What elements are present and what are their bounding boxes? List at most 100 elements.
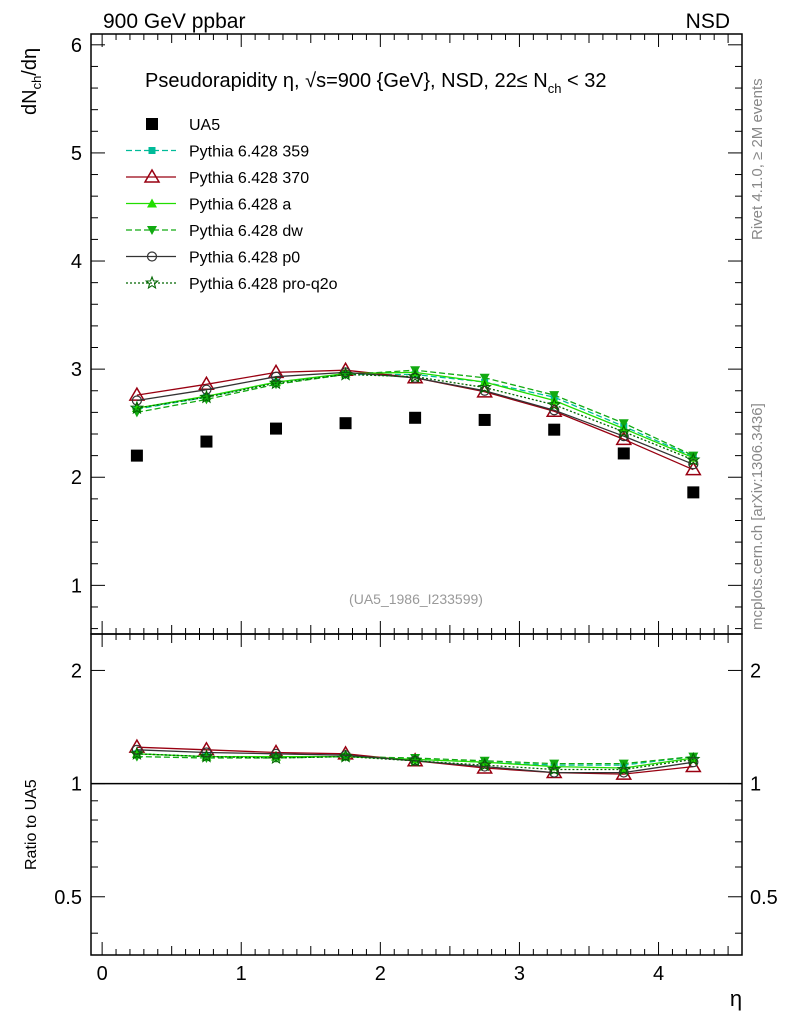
legend-entry-p359: Pythia 6.428 359	[126, 144, 309, 161]
header-left: 900 GeV ppbar	[103, 10, 245, 33]
legend-entry-pq2o: Pythia 6.428 pro-q2o	[126, 275, 338, 293]
legend-marker-ua5	[146, 118, 158, 130]
legend: UA5 Pythia 6.428 359 Pythia 6.428 370 Pythi…	[126, 117, 338, 293]
mcplots-credit-label: mcplots.cern.ch [arXiv:1306.3436]	[749, 403, 766, 630]
main-tick-labels: 1 2 3 4 5 6	[71, 35, 82, 598]
data-point-pq2o	[616, 762, 631, 776]
legend-marker-p370	[143, 168, 161, 183]
analysis-watermark: (UA5_1986_I233599)	[349, 591, 483, 607]
data-point-pq2o	[477, 757, 492, 772]
main-panel: 1 2 3 4 5 6 Pseudorapidity η, √s=900 {GeV}, N…	[19, 33, 743, 635]
data-point-pq2o	[547, 761, 562, 776]
rivet-version-label: Rivet 4.1.0, ≥ 2M events	[749, 78, 766, 240]
legend-marker-pa	[147, 198, 157, 208]
x-tick-label: 2	[375, 963, 386, 985]
data-point-pdw	[410, 753, 421, 763]
legend-marker-pp0	[146, 251, 158, 262]
ratio-y-tick-label: 1	[71, 774, 82, 796]
y-tick-label: 2	[71, 467, 82, 489]
legend-entry-pp0: Pythia 6.428 p0	[126, 250, 300, 267]
ratio-panel: 0.5 0.5 1 1 2 2 0 1 2 3 4 Ratio to UA5	[23, 633, 778, 985]
data-point-pq2o	[616, 424, 631, 438]
ratio-y-tick-label-right: 2	[750, 660, 761, 682]
legend-entry-ua5: UA5	[146, 117, 220, 134]
data-point-pq2o	[338, 749, 353, 763]
data-point-pp0	[479, 385, 490, 396]
data-point-ua5	[548, 423, 561, 436]
x-axis-label: η	[730, 986, 742, 1011]
x-tick-label: 4	[653, 963, 664, 985]
data-point-pq2o	[129, 400, 145, 415]
legend-entry-pdw: Pythia 6.428 dw	[126, 223, 303, 240]
legend-label: Pythia 6.428 359	[189, 144, 309, 161]
data-point-pq2o	[407, 753, 423, 767]
series-line-pq2o	[136, 753, 694, 771]
ratio-ticks	[91, 634, 743, 955]
data-point-pq2o	[268, 750, 284, 764]
legend-marker-p359	[148, 147, 156, 154]
data-point-pp0	[479, 761, 490, 772]
data-point-pp0	[131, 395, 143, 406]
data-point-pdw	[618, 419, 629, 429]
series-line-pdw	[136, 755, 694, 765]
data-point-pdw	[271, 380, 282, 390]
y-tick-label: 5	[71, 143, 82, 165]
series-ua5	[130, 411, 700, 499]
data-point-pdw	[549, 391, 560, 401]
data-point-pdw	[688, 752, 699, 762]
legend-marker-pdw	[147, 226, 157, 235]
x-tick-label: 1	[236, 963, 247, 985]
y-tick-label: 4	[71, 251, 82, 273]
data-point-pdw	[479, 756, 490, 766]
legend-label: Pythia 6.428 p0	[189, 250, 300, 267]
ratio-series-group	[128, 738, 702, 780]
data-point-ua5	[617, 447, 630, 460]
data-point-ua5	[200, 435, 213, 448]
legend-label: Pythia 6.428 370	[189, 170, 309, 187]
data-point-pp0	[270, 371, 282, 382]
legend-label: UA5	[189, 117, 220, 134]
ratio-tick-labels: 0.5 0.5 1 1 2 2 0 1 2 3 4	[54, 660, 778, 985]
data-point-pq2o	[407, 369, 423, 383]
data-point-pq2o	[199, 389, 214, 404]
data-point-pp0	[270, 748, 282, 759]
legend-entry-pa: Pythia 6.428 a	[126, 197, 291, 214]
series-line-pq2o	[136, 373, 694, 461]
data-point-pq2o	[268, 375, 284, 390]
data-point-pq2o	[547, 397, 562, 411]
main-ticks	[91, 34, 743, 634]
series-line-pp0	[136, 749, 694, 774]
legend-label: Pythia 6.428 pro-q2o	[189, 276, 338, 293]
data-point-pq2o	[129, 746, 145, 760]
series-line-pp0	[136, 371, 694, 465]
series-pq2o	[129, 367, 701, 467]
data-point-pp0	[618, 767, 629, 778]
x-tick-label: 0	[97, 963, 108, 985]
header-right: NSD	[686, 10, 730, 33]
y-tick-label: 6	[71, 35, 82, 57]
y-tick-label: 1	[71, 575, 82, 597]
data-point-pp0	[201, 384, 212, 395]
data-point-ua5	[409, 411, 422, 424]
data-point-pdw	[479, 373, 490, 383]
data-point-ua5	[687, 486, 700, 499]
ratio-y-tick-label-right: 0.5	[750, 887, 778, 909]
y-tick-label: 3	[71, 359, 82, 381]
legend-label: Pythia 6.428 dw	[189, 223, 303, 240]
data-point-pq2o	[477, 380, 492, 394]
series-pq2o	[129, 746, 701, 776]
x-tick-label: 3	[514, 963, 525, 985]
chart-title: Pseudorapidity η, √s=900 {GeV}, NSD, 22≤…	[145, 70, 607, 96]
legend-marker-pq2o	[144, 275, 160, 290]
data-point-pdw	[688, 451, 699, 461]
data-point-pp0	[549, 767, 560, 778]
data-point-pq2o	[338, 367, 353, 381]
ratio-frame	[90, 633, 743, 956]
ratio-y-axis-label: Ratio to UA5	[23, 779, 40, 870]
main-series-group	[128, 361, 702, 499]
data-point-ua5	[270, 422, 283, 435]
ratio-y-tick-label: 0.5	[54, 887, 82, 909]
data-point-ua5	[130, 449, 143, 462]
y-axis-label: dNch/dη	[19, 48, 44, 115]
